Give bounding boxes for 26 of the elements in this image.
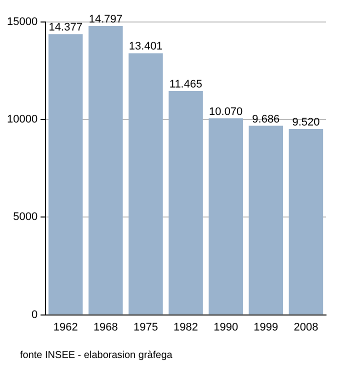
x-tick-label: 1999 (254, 321, 278, 334)
data-label: 10.070 (209, 106, 243, 118)
data-label: 9.686 (252, 113, 280, 126)
bar (288, 128, 324, 314)
x-tick-label: 1982 (174, 321, 198, 334)
y-tick-label: 15000 (6, 16, 38, 28)
bar (168, 91, 203, 314)
data-label: 11.465 (169, 78, 202, 91)
x-tick-label: 1990 (214, 321, 238, 334)
source-note: fonte INSEE - elaborasion gràfega (19, 350, 174, 361)
data-label: 14.377 (48, 22, 82, 34)
data-label: 14.797 (88, 13, 123, 26)
bar (48, 34, 83, 314)
y-tick-label: 5000 (13, 211, 38, 224)
bar (248, 126, 284, 314)
x-tick-label: 1962 (53, 321, 78, 334)
x-tick-label: 1968 (93, 321, 118, 334)
bar (88, 26, 123, 314)
bar (128, 53, 163, 314)
y-tick-label: 10000 (6, 114, 38, 126)
data-label: 9.520 (292, 116, 320, 128)
data-label: 13.401 (128, 40, 163, 53)
bar (208, 118, 243, 314)
x-tick-label: 1975 (133, 321, 158, 334)
y-tick-label: 0 (31, 308, 38, 321)
x-tick-label: 2008 (294, 321, 318, 334)
